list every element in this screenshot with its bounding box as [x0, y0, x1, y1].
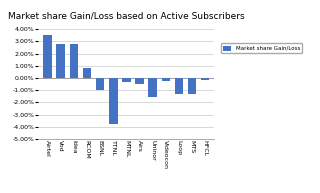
Bar [43, 35, 52, 78]
Bar [188, 78, 196, 94]
Bar [162, 78, 170, 81]
Legend: Market share Gain/Loss: Market share Gain/Loss [221, 43, 302, 53]
Bar [83, 68, 91, 78]
Bar [96, 78, 104, 90]
Bar [109, 78, 117, 124]
Bar [135, 78, 144, 84]
Title: Market share Gain/Loss based on Active Subscribers: Market share Gain/Loss based on Active S… [8, 12, 245, 21]
Bar [69, 44, 78, 78]
Bar [56, 45, 65, 78]
Bar [201, 78, 210, 80]
Bar [175, 78, 183, 94]
Bar [122, 78, 131, 82]
Bar [148, 78, 157, 97]
